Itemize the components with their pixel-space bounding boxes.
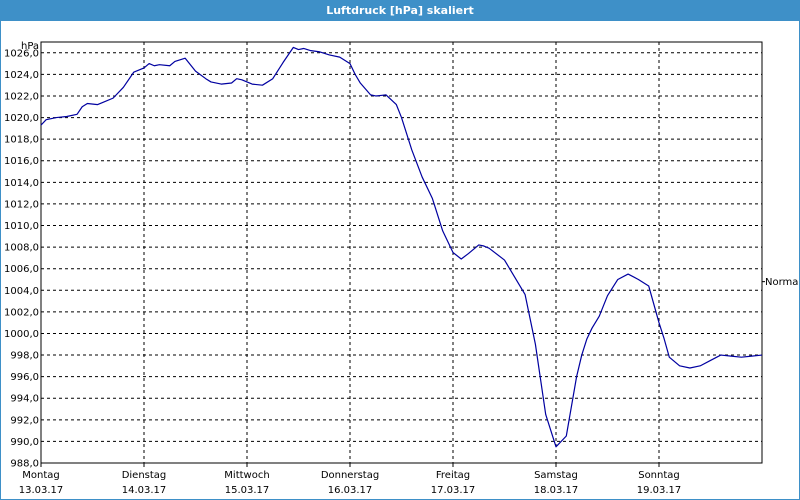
x-tick-date-label: 16.03.17 (328, 485, 373, 496)
y-tick-label: 1016,0 (4, 156, 39, 167)
y-tick-label: 988,0 (10, 459, 39, 470)
y-tick-label: 1004,0 (4, 286, 39, 297)
y-tick-label: 1000,0 (4, 329, 39, 340)
y-tick-label: 994,0 (10, 394, 39, 405)
x-tick-date-label: 19.03.17 (637, 485, 682, 496)
y-tick-label: 998,0 (10, 351, 39, 362)
x-tick-day-label: Freitag (436, 470, 470, 481)
y-tick-label: 1020,0 (4, 113, 39, 124)
chart-title: Luftdruck [hPa] skaliert (1, 1, 799, 21)
y-tick-label: 990,0 (10, 437, 39, 448)
y-tick-label: 1010,0 (4, 221, 39, 232)
y-tick-label: 1006,0 (4, 264, 39, 275)
y-tick-label: 1002,0 (4, 307, 39, 318)
y-tick-label: 1026,0 (4, 48, 39, 59)
y-tick-label: 1018,0 (4, 135, 39, 146)
x-tick-date-label: 15.03.17 (225, 485, 270, 496)
y-tick-label: 1012,0 (4, 199, 39, 210)
y-axis-unit-label: hPa (21, 41, 39, 52)
x-tick-day-label: Montag (22, 470, 59, 481)
y-tick-label: 1014,0 (4, 178, 39, 189)
x-tick-date-label: 13.03.17 (19, 485, 64, 496)
plot-frame (40, 41, 763, 464)
y-tick-label: 1008,0 (4, 243, 39, 254)
pressure-series-line (40, 46, 763, 448)
x-tick-day-label: Samstag (534, 470, 578, 481)
x-tick-date-label: 14.03.17 (122, 485, 167, 496)
y-tick-label: 1024,0 (4, 70, 39, 81)
x-tick-day-label: Donnerstag (321, 470, 379, 481)
y-tick-label: 996,0 (10, 372, 39, 383)
x-tick-date-label: 18.03.17 (534, 485, 579, 496)
x-tick-day-label: Sonntag (638, 470, 680, 481)
normal-reference-label: Normal (765, 277, 799, 288)
x-tick-day-label: Mittwoch (224, 470, 269, 481)
x-tick-day-label: Dienstag (122, 470, 167, 481)
y-tick-label: 992,0 (10, 415, 39, 426)
x-tick-date-label: 17.03.17 (431, 485, 476, 496)
y-tick-label: 1022,0 (4, 91, 39, 102)
